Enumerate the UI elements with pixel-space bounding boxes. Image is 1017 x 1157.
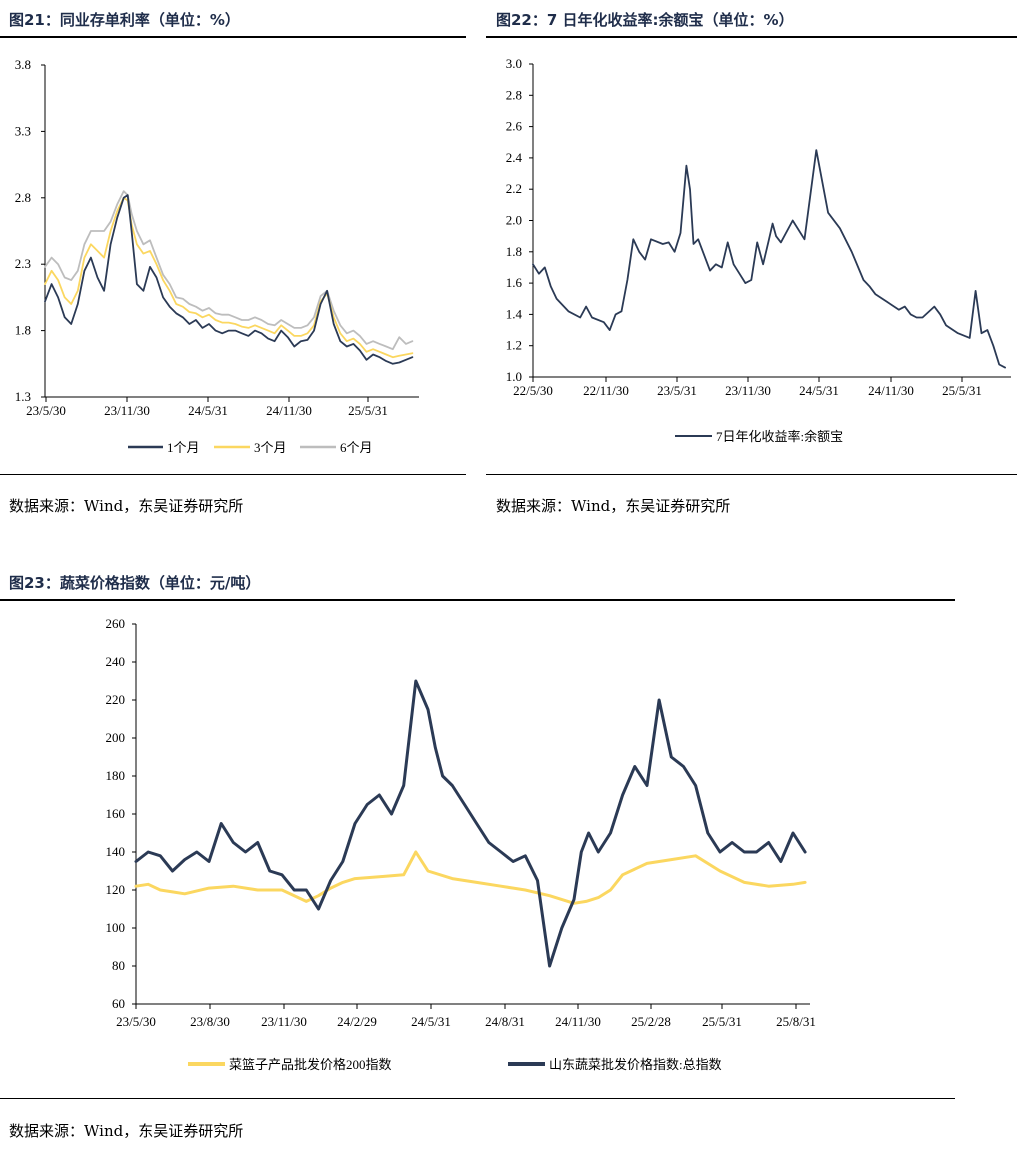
fig21-xtick-label: 24/5/31 [188,403,228,418]
fig21-xtick-label: 24/11/30 [266,403,312,418]
fig22-ytick-label: 2.0 [506,213,522,228]
fig23-xtick-label: 24/5/31 [411,1014,451,1029]
fig22-xtick-label: 23/5/31 [657,383,697,398]
fig23-xtick-label: 25/2/28 [631,1014,671,1029]
fig23-xtick-label: 23/11/30 [261,1014,307,1029]
fig22-ytick-label: 2.2 [506,181,522,196]
fig22-series-0 [532,149,1006,369]
fig23-ytick-label: 200 [106,730,126,745]
fig23-ytick-label: 120 [106,882,126,897]
fig23-source: 数据来源：Wind，东吴证券研究所 [9,1122,244,1140]
fig22-xtick-label: 23/11/30 [725,383,771,398]
fig21-legend: 1个月 3个月 6个月 [128,440,373,455]
fig22-ytick-label: 1.4 [506,306,523,321]
fig23-ytick-label: 220 [106,692,126,707]
fig22-ytick-label: 3.0 [506,56,522,71]
fig21-series-1 [44,196,414,359]
fig23-title: 图23：蔬菜价格指数（单位：元/吨） [9,574,261,592]
fig22-ytick-label: 1.6 [506,275,523,290]
fig21-legend-label-1m: 1个月 [167,440,200,455]
fig21-legend-label-6m: 6个月 [340,440,373,455]
fig23-xtick-label: 24/11/30 [555,1014,601,1029]
fig23-xtick-label: 25/5/31 [702,1014,742,1029]
fig22-xtick-label: 22/5/30 [513,383,553,398]
fig23-plot: 60 80 100 120 140 160 180 200 220 240 260 23/5/30 23… [106,616,816,1029]
fig22-legend: 7日年化收益率:余额宝 [675,429,843,444]
fig21-ytick-label: 2.8 [15,190,31,205]
fig22-ytick-label: 1.0 [506,369,522,384]
fig23-ytick-label: 240 [106,654,126,669]
fig22-ytick-label: 2.8 [506,87,522,102]
fig22-source: 数据来源：Wind，东吴证券研究所 [496,497,731,515]
fig21-ytick-label: 1.8 [15,323,31,338]
fig23-legend: 菜篮子产品批发价格200指数 山东蔬菜批发价格指数:总指数 [188,1057,722,1072]
fig22-top-rule [486,36,1017,38]
fig21-top-rule [0,36,466,38]
fig22-xtick-label: 24/11/30 [868,383,914,398]
fig22-title: 图22：7 日年化收益率:余额宝（单位：%） [496,11,794,29]
fig22-legend-label: 7日年化收益率:余额宝 [716,429,843,444]
fig22-plot: 1.0 1.2 1.4 1.6 1.8 2.0 2.2 2.4 2.6 2.8 3.0 22/5/30… [506,56,1011,398]
fig22-xtick-label: 24/5/31 [799,383,839,398]
fig23-xtick-label: 25/8/31 [776,1014,816,1029]
fig22-ytick-label: 2.4 [506,150,523,165]
fig21-title: 图21：同业存单利率（单位：%） [9,11,240,29]
fig21-legend-label-3m: 3个月 [254,440,287,455]
fig21-ytick-label: 2.3 [15,256,31,271]
fig21-ytick-label: 1.3 [15,389,31,404]
fig22-ytick-label: 1.8 [506,244,522,259]
fig22-bottom-rule [486,474,1017,475]
fig21-series-2 [44,190,414,351]
fig23-xtick-label: 23/5/30 [116,1014,156,1029]
fig23-series-0 [134,850,807,905]
fig22-ytick-label: 1.2 [506,338,522,353]
fig23-xtick-label: 23/8/30 [190,1014,230,1029]
fig21-source: 数据来源：Wind，东吴证券研究所 [9,497,244,515]
fig23-legend-label-shandong: 山东蔬菜批发价格指数:总指数 [549,1057,722,1072]
fig22-xtick-label: 25/5/31 [942,383,982,398]
fig23-ytick-label: 260 [106,616,126,631]
fig23-series-1 [134,679,807,968]
fig23-ytick-label: 140 [106,844,126,859]
fig23-xtick-label: 24/8/31 [485,1014,525,1029]
fig21-ytick-label: 3.8 [15,57,31,72]
fig21-plot: 1.3 1.8 2.3 2.8 3.3 3.8 23/5/30 23/11/30 24/5/31… [15,57,419,418]
fig22-ytick-label: 2.6 [506,119,523,134]
fig23-top-rule [0,599,955,601]
fig23-legend-label-basket: 菜篮子产品批发价格200指数 [229,1057,392,1072]
fig23-ytick-label: 160 [106,806,126,821]
fig21-xtick-label: 23/11/30 [104,403,150,418]
fig21-bottom-rule [0,474,466,475]
fig23-ytick-label: 60 [112,996,125,1011]
fig22-xtick-label: 22/11/30 [583,383,629,398]
fig23-ytick-label: 180 [106,768,126,783]
fig23-ytick-label: 80 [112,958,125,973]
fig21-xtick-label: 23/5/30 [26,403,66,418]
fig23-ytick-label: 100 [106,920,126,935]
fig21-series-0 [44,194,414,365]
fig21-ytick-label: 3.3 [15,123,31,138]
fig21-xtick-label: 25/5/31 [348,403,388,418]
fig23-xtick-label: 24/2/29 [337,1014,377,1029]
fig23-bottom-rule [0,1098,955,1099]
